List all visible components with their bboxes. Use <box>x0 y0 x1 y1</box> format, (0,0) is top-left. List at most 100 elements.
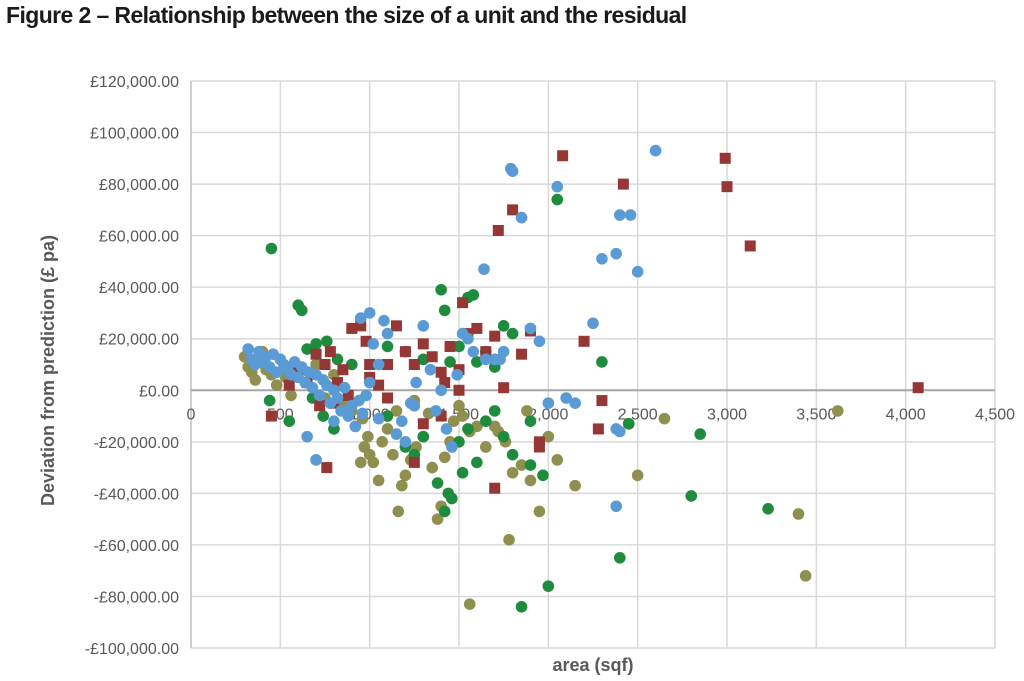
data-point-circle <box>263 394 276 407</box>
data-point-circle <box>610 247 623 260</box>
data-point-circle <box>569 479 581 492</box>
data-point-circle <box>542 397 555 409</box>
data-point-circle <box>310 358 322 371</box>
data-point-circle <box>610 500 623 513</box>
data-point-circle <box>515 211 528 224</box>
data-point-square <box>324 346 336 358</box>
data-point-square <box>471 322 483 334</box>
data-point-circle <box>587 317 599 330</box>
data-point-circle <box>378 314 390 327</box>
data-point-circle <box>456 410 469 422</box>
data-point-circle <box>622 417 635 430</box>
data-point-circle <box>354 312 367 324</box>
data-point-square <box>498 382 510 394</box>
data-point-circle <box>392 505 405 518</box>
x-tick-label: 4,500 <box>975 406 1015 423</box>
data-point-circle <box>342 410 355 422</box>
data-point-circle <box>390 405 403 417</box>
y-tick-label: £120,000.00 <box>90 74 179 91</box>
data-point-circle <box>306 381 319 394</box>
data-point-circle <box>506 327 519 340</box>
data-point-square <box>721 181 733 193</box>
data-point-square <box>912 382 924 394</box>
data-point-circle <box>356 407 369 420</box>
x-tick-label: 0 <box>187 406 196 423</box>
data-point-square <box>319 359 331 370</box>
data-point-square <box>346 322 358 334</box>
data-point-circle <box>614 209 626 221</box>
data-point-square <box>719 152 731 164</box>
data-point-circle <box>270 379 283 391</box>
data-point-circle <box>462 332 474 345</box>
data-point-circle <box>503 533 515 546</box>
y-axis-ticks: £120,000.00 £100,000.00 £80,000.00 £60,000.… <box>85 74 179 658</box>
data-point-circle <box>338 381 351 394</box>
data-point-square <box>332 377 344 389</box>
data-point-circle <box>417 430 430 443</box>
x-axis-label: area (sqf) <box>552 655 633 675</box>
data-point-square <box>480 346 492 358</box>
data-point-circle <box>462 423 474 435</box>
data-point-circle <box>471 356 483 368</box>
data-point-square <box>592 423 604 435</box>
data-point-circle <box>451 369 464 381</box>
data-point-circle <box>349 420 362 433</box>
data-point-circle <box>399 436 412 448</box>
data-point-circle <box>376 436 388 448</box>
y-tick-label: -£60,000.00 <box>94 538 180 555</box>
data-point-circle <box>346 358 358 371</box>
data-point-circle <box>506 466 519 479</box>
data-point-circle <box>480 441 492 453</box>
data-point-circle <box>285 389 297 402</box>
data-point-square <box>596 395 608 407</box>
data-point-circle <box>447 415 460 428</box>
data-point-circle <box>463 598 476 610</box>
data-point-circle <box>456 466 469 479</box>
data-point-circle <box>283 415 296 428</box>
data-point-square <box>355 320 367 332</box>
data-point-circle <box>480 353 492 366</box>
data-point-square <box>408 456 420 468</box>
data-point-circle <box>381 340 394 353</box>
data-point-circle <box>424 363 437 376</box>
data-point-circle <box>569 397 581 409</box>
data-point-circle <box>438 505 451 518</box>
x-tick-label: 2,500 <box>618 406 658 423</box>
data-point-circle <box>446 492 458 505</box>
data-point-circle <box>417 320 430 332</box>
data-point-circle <box>506 448 519 461</box>
data-point-square <box>444 340 456 352</box>
data-point-circle <box>310 454 322 466</box>
data-point-circle <box>301 430 313 443</box>
data-point-circle <box>453 399 465 412</box>
data-point-square <box>382 392 394 404</box>
data-point-circle <box>685 490 698 502</box>
data-point-square <box>408 359 420 370</box>
data-point-circle <box>270 366 283 379</box>
data-point-circle <box>478 263 490 275</box>
data-point-square <box>557 150 569 162</box>
data-point-square <box>337 364 349 376</box>
data-point-circle <box>596 356 608 368</box>
data-point-square <box>342 389 354 401</box>
data-point-square <box>492 224 504 236</box>
data-point-circle <box>792 508 805 520</box>
data-point-circle <box>533 505 546 518</box>
data-point-circle <box>438 451 451 464</box>
data-point-circle <box>444 356 456 368</box>
data-point-circle <box>658 412 671 425</box>
data-point-circle <box>515 600 528 613</box>
data-point-circle <box>649 144 662 157</box>
data-point-circle <box>331 392 344 404</box>
data-point-circle <box>396 415 408 428</box>
data-point-square <box>310 348 322 360</box>
y-tick-label: -£80,000.00 <box>94 589 180 606</box>
data-point-square <box>364 359 376 370</box>
data-point-circle <box>480 415 492 428</box>
data-point-circle <box>381 410 394 422</box>
data-point-circle <box>372 474 385 487</box>
data-point-circle <box>515 459 528 471</box>
data-point-circle <box>446 441 458 453</box>
data-point-circle <box>381 327 394 340</box>
data-point-circle <box>387 448 399 461</box>
